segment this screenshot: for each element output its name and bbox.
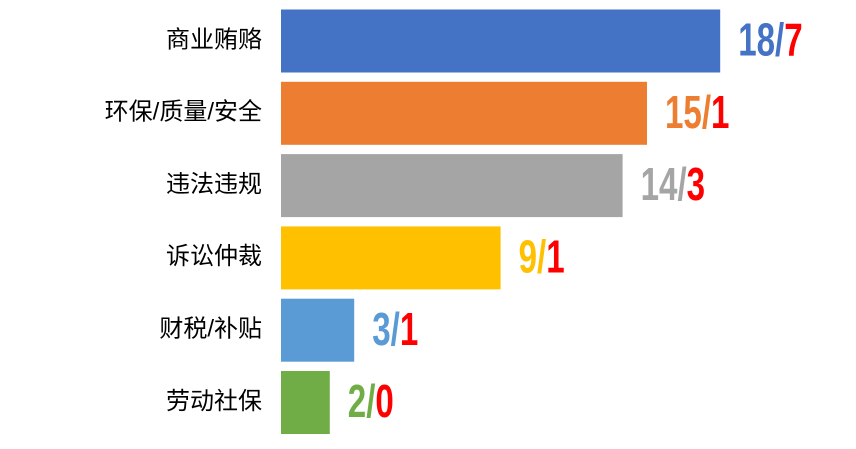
value: 18 — [738, 15, 775, 65]
value-label: 18/7 — [738, 15, 802, 65]
count: 3 — [687, 160, 705, 210]
category-label: 商业贿赂 — [166, 26, 262, 53]
category-label: 违法违规 — [166, 171, 262, 198]
separator: / — [702, 87, 711, 137]
value: 9 — [519, 232, 537, 282]
value: 2 — [348, 376, 366, 426]
value-label: 14/3 — [641, 160, 705, 210]
value: 15 — [665, 87, 702, 137]
value: 14 — [641, 160, 678, 210]
separator: / — [391, 304, 400, 354]
value-label: 3/1 — [372, 304, 418, 354]
separator: / — [677, 160, 686, 210]
category-label: 诉讼仲裁 — [166, 243, 262, 270]
count: 1 — [546, 232, 564, 282]
category-label: 劳动社保 — [166, 388, 262, 415]
category-label: 环保/质量/安全 — [105, 99, 262, 126]
count: 0 — [375, 376, 393, 426]
bar — [281, 81, 647, 145]
bar — [281, 9, 721, 73]
value-label: 2/0 — [348, 376, 394, 426]
bar — [281, 154, 623, 218]
separator: / — [537, 232, 546, 282]
value: 3 — [372, 304, 390, 354]
count: 7 — [784, 15, 802, 65]
separator: / — [366, 376, 375, 426]
count: 1 — [400, 304, 418, 354]
category-label: 财税/补贴 — [159, 316, 262, 343]
bar — [281, 371, 330, 434]
value-label: 15/1 — [665, 87, 729, 137]
bar — [281, 298, 355, 362]
value-label: 9/1 — [519, 232, 565, 282]
separator: / — [775, 15, 784, 65]
count: 1 — [711, 87, 729, 137]
bar — [281, 226, 501, 290]
